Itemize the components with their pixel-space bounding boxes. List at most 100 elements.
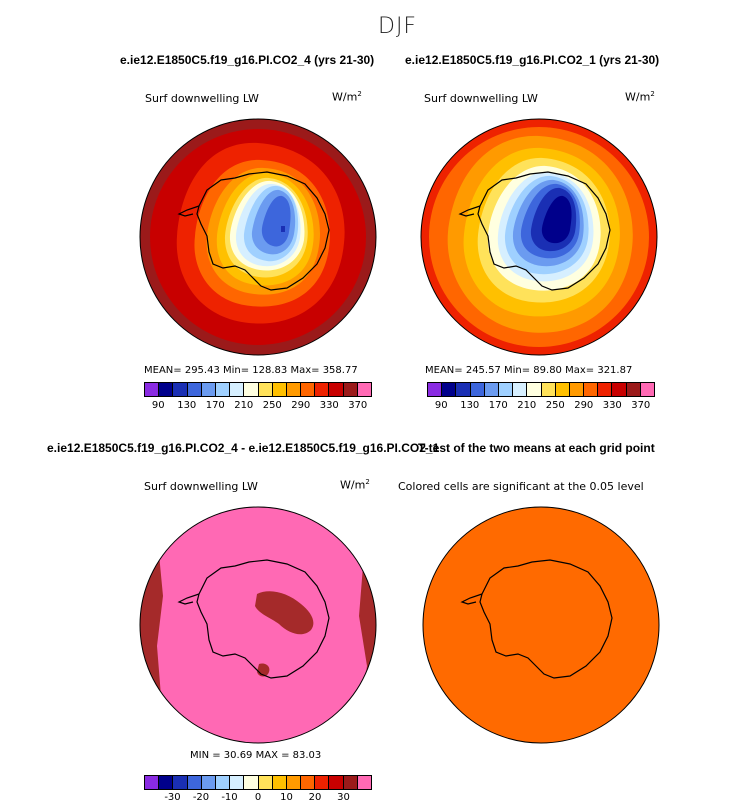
- panel1-colorbar: [144, 382, 372, 397]
- panel1-colorbar-cell: [357, 383, 371, 396]
- panel1-coastline: [196, 171, 330, 291]
- panel1-fill-ring11: [261, 195, 291, 247]
- panel3-tick-label: 0: [254, 792, 262, 803]
- panel2-coastline: [477, 171, 611, 291]
- panel1-tick-label: 250: [262, 400, 282, 411]
- panel2-colorbar-cell: [527, 383, 542, 396]
- panel4-fill: [423, 507, 659, 743]
- panel3-colorbar-cell: [230, 776, 245, 789]
- panel1-tick-label: 370: [348, 400, 368, 411]
- panel1-colorbar-cell: [272, 383, 287, 396]
- panel3-tick-label: 20: [308, 792, 322, 803]
- panel3-tick-label: -20: [192, 792, 210, 803]
- panel3-colorbar-cell: [244, 776, 259, 789]
- panel3-colorbar-cell: [315, 776, 330, 789]
- panel1-tick-label: 170: [205, 400, 225, 411]
- panel3-colorbar-cell: [286, 776, 302, 789]
- panel2-fill-ring11: [541, 195, 572, 244]
- panel2-tick-label: 90: [434, 400, 448, 411]
- panel3-tick-label: -30: [164, 792, 181, 803]
- panel3-tick-label: 10: [280, 792, 293, 803]
- panel4-subtitle: Colored cells are significant at the 0.0…: [398, 480, 644, 493]
- panel1-tick-label: 130: [177, 400, 197, 411]
- panel3-colorbar-cell: [301, 776, 316, 789]
- panel1-units: W/m2: [332, 90, 362, 104]
- panel1-colorbar-cell: [187, 383, 202, 396]
- panel1-fill-min: [281, 226, 285, 232]
- panel1-colorbar-cell: [159, 383, 174, 396]
- panel2-colorbar-cell: [428, 383, 443, 396]
- panel4-title: T-test of the two means at each grid poi…: [418, 441, 655, 455]
- panel2-units: W/m2: [625, 90, 655, 104]
- panel3-colorbar-cell: [145, 776, 160, 789]
- panel2-tick-label: 290: [574, 400, 594, 411]
- panel2-colorbar-cell: [456, 383, 471, 396]
- panel1-colorbar-cell: [329, 383, 344, 396]
- panel2-colorbar-cell: [569, 383, 585, 396]
- panel1-colorbar-cell: [215, 383, 231, 396]
- panel2-stats: MEAN= 245.57 Min= 89.80 Max= 321.87: [425, 365, 633, 376]
- panel1-colorbar-cell: [230, 383, 245, 396]
- panel2-var-label: Surf downwelling LW: [424, 92, 538, 105]
- panel2-tick-label: 250: [545, 400, 565, 411]
- panel4-peninsula: [460, 593, 483, 605]
- panel1-border: [139, 118, 377, 356]
- panel1-colorbar-cell: [173, 383, 188, 396]
- panel3-colorbar-cell: [187, 776, 202, 789]
- panel2-tick-label: 370: [631, 400, 651, 411]
- panel1-colorbar-cell: [301, 383, 316, 396]
- panel4-coastline: [479, 559, 613, 679]
- panel1-tick-label: 90: [151, 400, 165, 411]
- panel2-colorbar-cell: [598, 383, 613, 396]
- panel1-colorbar-cell: [201, 383, 216, 396]
- panel3-colorbar-ticks: -30 -20 -10 0 10 20 30: [144, 792, 372, 806]
- panel3-var-label: Surf downwelling LW: [144, 480, 258, 493]
- panel2-colorbar-cell: [484, 383, 499, 396]
- panel1-colorbar-cell: [258, 383, 273, 396]
- panel2-colorbar-ticks: 90 130 170 210 250 290 330 370: [427, 400, 655, 414]
- panel3-border: [139, 506, 377, 744]
- panel2-colorbar-cell: [555, 383, 570, 396]
- panel2-colorbar-cell: [498, 383, 514, 396]
- panel1-var-label: Surf downwelling LW: [145, 92, 259, 105]
- panel1-colorbar-cell: [244, 383, 259, 396]
- panel2-colorbar-cell: [513, 383, 528, 396]
- panel2-colorbar-cell: [626, 383, 641, 396]
- panel1-tick-label: 290: [291, 400, 311, 411]
- panel2-colorbar-cell: [612, 383, 627, 396]
- panel1-tick-label: 330: [319, 400, 339, 411]
- panel2-map: [420, 118, 658, 356]
- panel1-peninsula: [177, 205, 200, 217]
- panel2-tick-label: 130: [460, 400, 480, 411]
- panel3-title: e.ie12.E1850C5.f19_g16.PI.CO2_4 - e.ie12…: [47, 441, 440, 455]
- panel3-colorbar-cell: [201, 776, 216, 789]
- panel3-tick-label: 30: [337, 792, 350, 803]
- panel3-peninsula: [177, 593, 200, 605]
- panel3-stats: MIN = 30.69 MAX = 83.03: [190, 750, 322, 761]
- panel2-colorbar: [427, 382, 655, 397]
- panel2-colorbar-cell: [584, 383, 599, 396]
- panel1-colorbar-cell: [145, 383, 160, 396]
- panel3-colorbar-cell: [272, 776, 287, 789]
- panel4-border: [422, 506, 660, 744]
- panel4-map: [422, 506, 660, 744]
- panel2-colorbar-cell: [442, 383, 457, 396]
- panel2-border: [420, 118, 658, 356]
- panel1-colorbar-cell: [343, 383, 358, 396]
- panel2-colorbar-cell: [470, 383, 485, 396]
- panel2-tick-label: 170: [488, 400, 508, 411]
- panel2-colorbar-cell: [640, 383, 654, 396]
- panel1-map: [139, 118, 377, 356]
- panel3-colorbar-cell: [159, 776, 174, 789]
- panel3-map: [139, 506, 377, 744]
- panel3-units: W/m2: [340, 478, 370, 492]
- figure-suptitle: DJF: [378, 14, 418, 39]
- panel1-tick-label: 210: [234, 400, 254, 411]
- panel2-tick-label: 330: [602, 400, 622, 411]
- panel3-colorbar-cell: [258, 776, 273, 789]
- panel3-colorbar-cell: [343, 776, 358, 789]
- panel3-coastline: [196, 559, 330, 679]
- panel3-colorbar-cell: [357, 776, 371, 789]
- panel3-tick-label: -10: [221, 792, 238, 803]
- panel3-colorbar: [144, 775, 372, 790]
